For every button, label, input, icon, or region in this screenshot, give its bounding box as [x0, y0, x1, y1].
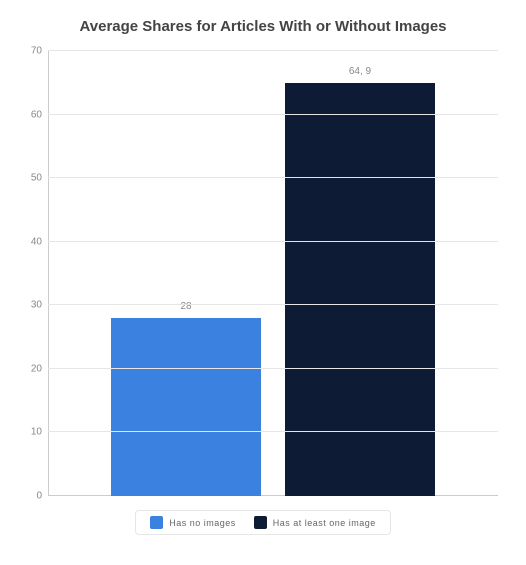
plot-area: 2864, 9 010203040506070 — [48, 51, 498, 496]
gridline — [48, 50, 498, 51]
bar-wrap: 64, 9 — [285, 51, 435, 496]
y-tick-label: 20 — [31, 363, 42, 374]
bar-wrap: 28 — [111, 51, 261, 496]
legend-item: Has no images — [150, 516, 236, 529]
gridline — [48, 431, 498, 432]
gridline — [48, 241, 498, 242]
y-tick-label: 40 — [31, 236, 42, 247]
gridline — [48, 368, 498, 369]
bar-value-label: 28 — [180, 301, 191, 312]
bars-group: 2864, 9 — [48, 51, 498, 496]
y-tick-label: 50 — [31, 173, 42, 184]
legend-item: Has at least one image — [254, 516, 376, 529]
bar: 64, 9 — [285, 83, 435, 496]
gridline — [48, 114, 498, 115]
legend: Has no images Has at least one image — [135, 510, 391, 535]
y-tick-label: 10 — [31, 427, 42, 438]
bar: 28 — [111, 318, 261, 496]
gridline — [48, 177, 498, 178]
y-tick-label: 70 — [31, 46, 42, 57]
y-tick-label: 60 — [31, 109, 42, 120]
gridline — [48, 304, 498, 305]
legend-swatch — [254, 516, 267, 529]
chart-title: Average Shares for Articles With or With… — [20, 18, 506, 35]
y-tick-label: 0 — [36, 491, 42, 502]
bar-value-label: 64, 9 — [349, 66, 371, 77]
legend-swatch — [150, 516, 163, 529]
y-tick-label: 30 — [31, 300, 42, 311]
legend-label: Has at least one image — [273, 518, 376, 528]
legend-label: Has no images — [169, 518, 236, 528]
chart-container: Average Shares for Articles With or With… — [0, 0, 526, 565]
